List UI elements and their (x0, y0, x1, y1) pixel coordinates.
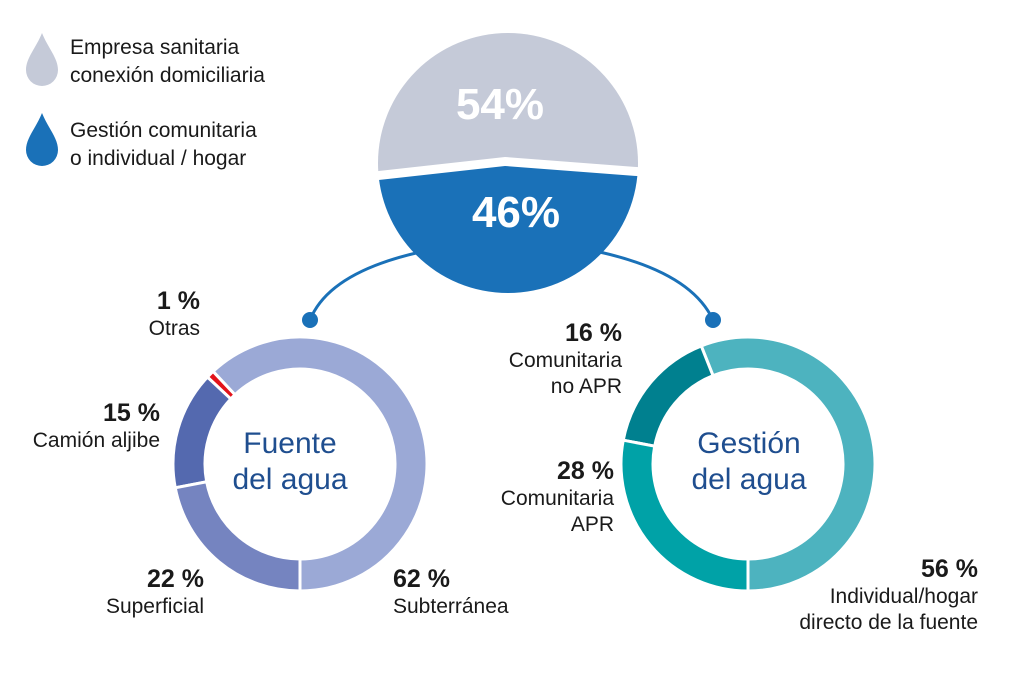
pie-slice-gestion (378, 166, 638, 293)
legend-label: o individual / hogar (70, 147, 247, 170)
connector-dot-right (705, 312, 721, 328)
label-camion: 15 % Camión aljibe (32, 399, 160, 452)
label-no-apr: 16 % Comunitaria no APR (508, 319, 622, 398)
legend-item-empresa: Empresa sanitaria conexión domiciliaria (70, 34, 265, 90)
label-apr: 28 % Comunitaria APR (500, 457, 614, 536)
label-54: 54% (455, 80, 545, 129)
label-subterranea: 62 % Subterránea (393, 565, 509, 618)
donut-slice-subterr-nea (210, 335, 429, 593)
donut-fuente (171, 335, 429, 593)
legend-item-gestion: Gestión comunitaria o individual / hogar (70, 117, 257, 173)
label-superficial: 22 % Superficial (105, 565, 204, 618)
donut-gestion (619, 335, 877, 593)
legend-label: Gestión comunitaria (70, 119, 257, 142)
donut-title-fuente: Fuente del agua (232, 427, 348, 496)
donut-slice-comunitaria-apr (619, 438, 750, 593)
drop-gray-icon (26, 33, 58, 86)
label-individual: 56 % Individual/hogar directo de la fuente (799, 555, 978, 634)
legend-label: Empresa sanitaria (70, 36, 240, 59)
connector-dot-left (302, 312, 318, 328)
donut-title-gestion: Gestión del agua (691, 427, 807, 496)
drop-blue-icon (26, 113, 58, 166)
label-otras: 1 % Otras (148, 287, 200, 340)
connector-arc (308, 248, 715, 321)
label-46: 46% (471, 188, 561, 237)
donut-slice-individual-hogar-directo-de-la-fuente (699, 335, 877, 593)
legend-label: conexión domiciliaria (70, 64, 265, 87)
donut-slice-superficial (173, 480, 302, 593)
